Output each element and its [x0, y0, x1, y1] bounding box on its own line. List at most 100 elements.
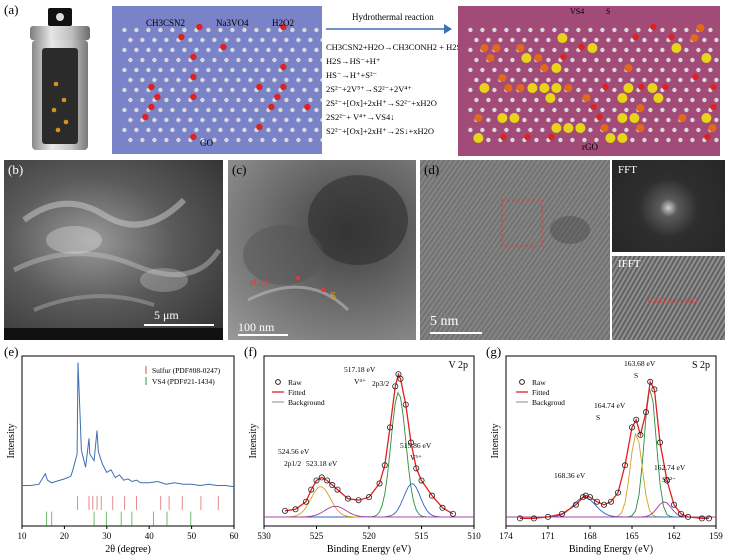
carbon-atom	[666, 117, 671, 123]
carbon-atom	[224, 137, 229, 143]
carbon-atom	[230, 67, 235, 73]
carbon-atom	[248, 37, 253, 43]
carbon-atom	[308, 77, 313, 83]
legend-entry: Raw	[288, 378, 302, 387]
carbon-atom	[714, 77, 719, 83]
carbon-atom	[158, 107, 163, 113]
s2p-chart: 174 171 168 165 162 159 Binding Energy (eV) Int…	[490, 355, 723, 555]
oxygen-atom	[142, 113, 149, 121]
carbon-atom	[158, 87, 163, 93]
vs4-particle	[540, 64, 549, 72]
carbon-atom	[200, 57, 205, 63]
carbon-atom	[582, 137, 587, 143]
carbon-atom	[182, 127, 187, 133]
carbon-atom	[254, 107, 259, 113]
carbon-atom	[200, 117, 205, 123]
carbon-atom	[212, 117, 217, 123]
carbon-atom	[642, 97, 647, 103]
carbon-atom	[606, 97, 611, 103]
carbon-atom	[206, 67, 211, 73]
vs4-particle	[480, 44, 489, 52]
oxygen-atom	[710, 103, 717, 111]
carbon-atom	[630, 77, 635, 83]
carbon-atom	[660, 27, 665, 33]
carbon-atom	[182, 27, 187, 33]
carbon-atom	[636, 47, 641, 53]
carbon-atom	[212, 97, 217, 103]
carbon-atom	[492, 107, 497, 113]
carbon-atom	[254, 47, 259, 53]
vs4-particle	[474, 114, 483, 122]
tem-rgo-label: rGO	[250, 278, 268, 289]
carbon-atom	[564, 47, 569, 53]
fitted-line	[520, 379, 709, 520]
oxygen-atom	[692, 73, 699, 81]
raw-point	[397, 375, 404, 382]
peak-annotation: 2p3/2	[372, 379, 389, 388]
carbon-atom	[290, 67, 295, 73]
carbon-atom	[672, 107, 677, 113]
carbon-atom	[302, 47, 307, 53]
carbon-atom	[474, 57, 479, 63]
oxygen-atom	[704, 133, 711, 141]
carbon-atom	[146, 127, 151, 133]
carbon-atom	[696, 127, 701, 133]
carbon-atom	[224, 77, 229, 83]
carbon-atom	[134, 27, 139, 33]
x-tick-label: 162	[667, 531, 681, 541]
carbon-atom	[522, 97, 527, 103]
carbon-atom	[302, 127, 307, 133]
carbon-atom	[558, 117, 563, 123]
carbon-atom	[170, 27, 175, 33]
carbon-atom	[260, 37, 265, 43]
ifft-image: IFFT 0.341 nm (002)	[612, 256, 725, 340]
carbon-atom	[302, 27, 307, 33]
raw-point	[677, 510, 684, 517]
carbon-atom	[320, 37, 322, 43]
carbon-atom	[648, 67, 653, 73]
carbon-atom	[218, 67, 223, 73]
carbon-atom	[588, 27, 593, 33]
carbon-atom	[176, 137, 181, 143]
carbon-atom	[582, 57, 587, 63]
carbon-atom	[606, 57, 611, 63]
carbon-atom	[140, 57, 145, 63]
carbon-atom	[636, 67, 641, 73]
x-tick-label: 510	[467, 531, 481, 541]
vs4-particle	[564, 84, 573, 92]
carbon-atom	[290, 127, 295, 133]
carbon-atom	[540, 47, 545, 53]
fft-image: FFT	[612, 160, 725, 252]
raw-point	[531, 515, 538, 522]
oxygen-atom	[602, 83, 609, 91]
carbon-atom	[290, 27, 295, 33]
carbon-atom	[296, 37, 301, 43]
sem-scale-text: 5 μm	[154, 308, 179, 322]
carbon-atom	[296, 117, 301, 123]
tem-texture	[243, 175, 408, 312]
carbon-atom	[612, 127, 617, 133]
carbon-atom	[570, 97, 575, 103]
sulfur-particle	[617, 133, 628, 143]
raw-point	[386, 424, 393, 431]
carbon-atom	[134, 127, 139, 133]
carbon-atom	[230, 127, 235, 133]
raw-point	[651, 386, 658, 393]
carbon-atom	[588, 87, 593, 93]
carbon-atom	[314, 67, 319, 73]
carbon-atom	[708, 47, 713, 53]
legend-entry: VS4 (PDF#21-1434)	[152, 377, 215, 386]
chart-title: S 2p	[692, 360, 710, 371]
carbon-atom	[468, 27, 473, 33]
oxygen-atom	[596, 113, 603, 121]
carbon-atom	[684, 87, 689, 93]
carbon-atom	[164, 137, 169, 143]
carbon-atom	[314, 47, 319, 53]
hrtem-scale-bar	[430, 332, 482, 334]
carbon-atom	[612, 107, 617, 113]
oxygen-atom	[524, 133, 531, 141]
carbon-atom	[528, 27, 533, 33]
carbon-atom	[122, 107, 127, 113]
carbon-atom	[182, 67, 187, 73]
carbon-atom	[284, 137, 289, 143]
